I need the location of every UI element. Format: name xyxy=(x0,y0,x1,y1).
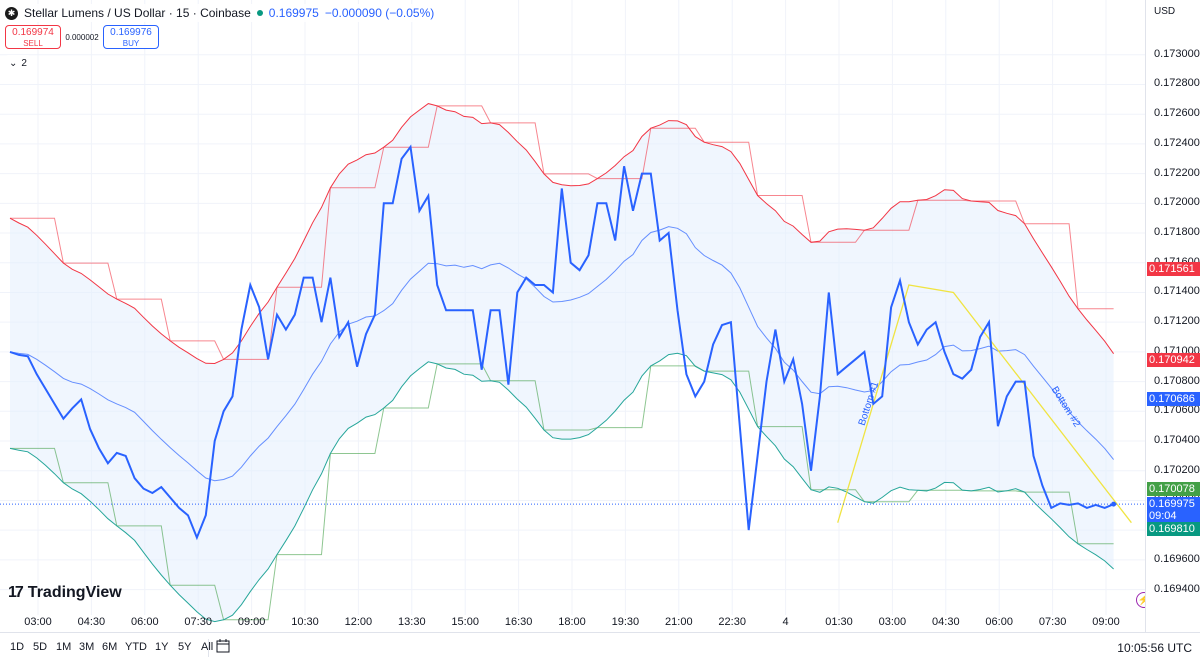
range-button-6m[interactable]: 6M xyxy=(102,641,118,653)
lower-band-line xyxy=(9,352,1114,623)
range-button-5y[interactable]: 5Y xyxy=(178,641,192,653)
buy-button[interactable]: 0.169976 BUY xyxy=(103,25,159,49)
range-button-1y[interactable]: 1Y xyxy=(155,641,169,653)
chevron-down-icon: ⌄ xyxy=(9,57,18,69)
bottom-toolbar: 1D 5D 1M 3M 6M YTD 1Y 5Y All 10:05:56 UTC xyxy=(0,632,1200,664)
market-open-icon xyxy=(256,10,263,16)
upper-band-line xyxy=(9,103,1115,365)
price-badge: 0.171561 xyxy=(1147,261,1200,276)
price-tick-label: 0.172600 xyxy=(1154,107,1200,120)
time-tick-label: 04:30 xyxy=(932,616,960,628)
symbol-title[interactable]: Stellar Lumens / US Dollar · 15 · Coinba… xyxy=(24,6,251,20)
calendar-icon[interactable] xyxy=(216,639,230,653)
price-badge: 0.169810 xyxy=(1147,521,1200,536)
time-tick-label: 16:30 xyxy=(504,616,533,628)
buy-price: 0.169976 xyxy=(110,27,152,38)
price-badge: 0.170942 xyxy=(1147,353,1200,368)
price-tick-label: 0.170800 xyxy=(1154,374,1200,387)
time-tick-label: 4 xyxy=(782,616,789,628)
range-button-3m[interactable]: 3M xyxy=(79,641,95,653)
time-tick-label: 03:00 xyxy=(878,616,907,628)
price-tick-label: 0.170400 xyxy=(1154,434,1200,447)
tradingview-logo-icon: 17 xyxy=(8,584,24,601)
price-tick-label: 0.170200 xyxy=(1154,463,1200,476)
stellar-logo-icon: ✱ xyxy=(5,6,18,20)
indicators-collapse-button[interactable]: ⌄ 2 xyxy=(5,55,31,71)
symbol-header: ✱ Stellar Lumens / US Dollar · 15 · Coin… xyxy=(5,4,439,22)
range-button-all[interactable]: All xyxy=(201,641,213,653)
price-tick-label: 0.173000 xyxy=(1154,47,1200,60)
brand-name: TradingView xyxy=(27,584,122,601)
price-tick-label: 0.171200 xyxy=(1154,315,1200,328)
price-tick-label: 0.172800 xyxy=(1154,77,1200,90)
price-tick-label: 0.171800 xyxy=(1154,226,1200,239)
time-tick-label: 15:00 xyxy=(451,616,479,628)
time-tick-label: 18:00 xyxy=(558,616,586,628)
time-tick-label: 13:30 xyxy=(398,616,426,628)
sell-label: SELL xyxy=(23,39,43,48)
range-button-5d[interactable]: 5D xyxy=(33,641,48,653)
time-tick-label: 01:30 xyxy=(825,616,853,628)
spread-value: 0.000002 xyxy=(65,32,99,42)
time-tick-label: 04:30 xyxy=(77,616,106,628)
currency-button[interactable]: USD xyxy=(1154,6,1176,17)
range-button-1d[interactable]: 1D xyxy=(10,641,25,653)
price-tick-label: 0.172200 xyxy=(1154,166,1200,179)
time-tick-label: 07:30 xyxy=(184,616,212,628)
time-tick-label: 03:00 xyxy=(24,616,52,628)
last-price: 0.169975 xyxy=(268,6,319,20)
price-axis[interactable]: 0.173000 0.172800 0.172600 0.172400 0.172200… xyxy=(1145,0,1200,632)
time-tick-label: 09:00 xyxy=(1092,616,1120,628)
tradingview-logo[interactable]: 17 TradingView xyxy=(8,584,122,602)
time-tick-label: 19:30 xyxy=(611,616,640,628)
trade-box: 0.169974 SELL 0.000002 0.169976 BUY xyxy=(5,24,159,50)
buy-label: BUY xyxy=(122,39,140,48)
toolbar-divider xyxy=(208,639,209,657)
price-tick-label: 0.171400 xyxy=(1154,285,1200,298)
sell-price: 0.169974 xyxy=(12,27,54,38)
utc-clock[interactable]: 10:05:56 UTC xyxy=(1117,641,1192,655)
time-tick-label: 10:30 xyxy=(291,616,319,628)
price-tick-label: 0.172400 xyxy=(1154,136,1200,149)
price-tick-label: 0.169400 xyxy=(1154,582,1200,595)
time-tick-label: 07:30 xyxy=(1038,616,1067,628)
price-badge: 0.169975 09:04 xyxy=(1147,497,1200,524)
time-tick-label: 06:00 xyxy=(131,616,159,628)
band-fill xyxy=(10,103,1114,622)
price-tick-label: 0.170600 xyxy=(1154,404,1200,417)
last-price-dot xyxy=(1111,501,1117,507)
time-tick-label: 12:00 xyxy=(344,616,373,628)
price-line xyxy=(9,144,1114,541)
price-tick-label: 0.172000 xyxy=(1154,196,1200,209)
price-tick-label: 0.169600 xyxy=(1154,552,1200,565)
range-button-1m[interactable]: 1M xyxy=(56,641,72,653)
sell-button[interactable]: 0.169974 SELL xyxy=(5,25,61,49)
time-tick-label: 06:00 xyxy=(985,616,1013,628)
basis-line xyxy=(9,226,1114,482)
time-tick-label: 22:30 xyxy=(718,616,746,628)
price-badge: 0.170686 xyxy=(1147,391,1200,406)
range-button-ytd[interactable]: YTD xyxy=(125,641,147,653)
indicator-count: 2 xyxy=(21,57,27,69)
time-tick-label: 09:00 xyxy=(237,616,266,628)
price-change: −0.000090 (−0.05%) xyxy=(324,6,435,20)
resistance-step-line xyxy=(10,105,1114,360)
time-tick-label: 21:00 xyxy=(665,616,693,628)
price-badge: 0.170078 xyxy=(1147,481,1200,496)
countdown-label: 09:04 xyxy=(1149,510,1177,523)
price-chart[interactable]: Bottom #1 Bottom #2 xyxy=(0,0,1145,632)
